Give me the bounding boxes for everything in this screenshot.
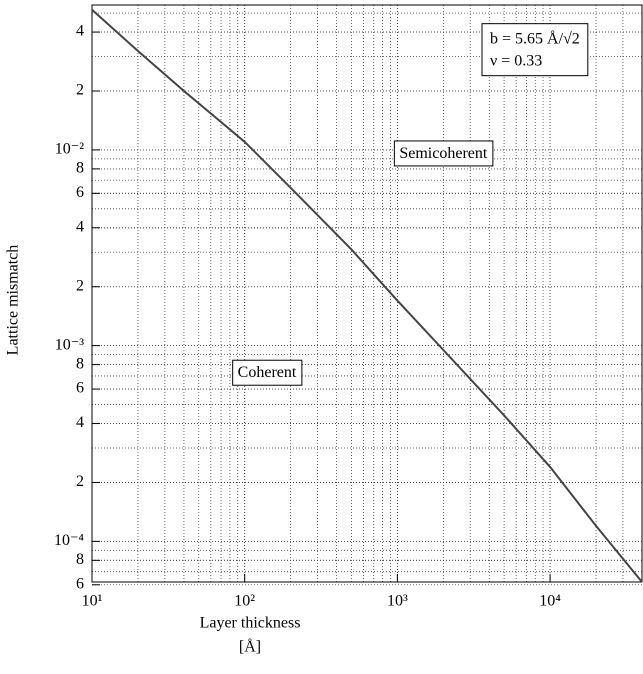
x-axis-unit: [Å] [239,638,261,656]
y-tick-label: 8 [76,160,84,177]
legend-box [481,23,589,77]
y-tick-label: 4 [76,414,84,431]
x-tick-label: 10³ [387,593,408,610]
y-tick-label: 8 [76,551,84,568]
y-tick-label: 6 [76,575,84,592]
y-axis-label: Lattice mismatch [5,245,22,356]
y-tick-label: 2 [76,82,84,99]
legend-text: b = 5.65 Å/√2 [490,30,580,48]
annotation-text: Coherent [238,364,297,381]
y-tick-label: 2 [76,277,84,294]
annotation-box [393,140,494,167]
annotation: Coherent [232,359,303,386]
legend-text: ν = 0.33 [490,53,542,70]
plot-frame [91,4,643,583]
x-axis-label: Layer thickness [200,615,301,632]
annotation: Semicoherent [393,140,494,167]
y-tick-label: 10⁻⁴ [54,532,84,549]
y-tick-label: 6 [76,380,84,397]
annotation-text: Semicoherent [399,145,488,162]
y-tick-label: 4 [76,218,84,235]
y-tick-label: 10⁻² [55,141,84,158]
y-tick-label: 6 [76,184,84,201]
x-tick-label: 10¹ [82,593,103,610]
series-line [91,9,643,583]
y-tick-label: 10⁻³ [55,336,84,353]
x-tick-label: 10⁴ [539,593,561,610]
y-tick-label: 8 [76,355,84,372]
legend: b = 5.65 Å/√2 ν = 0.33 [481,23,589,77]
annotation-box [232,359,303,386]
y-tick-label: 2 [76,473,84,490]
x-tick-label: 10² [234,593,255,610]
y-tick-label: 4 [76,23,84,40]
